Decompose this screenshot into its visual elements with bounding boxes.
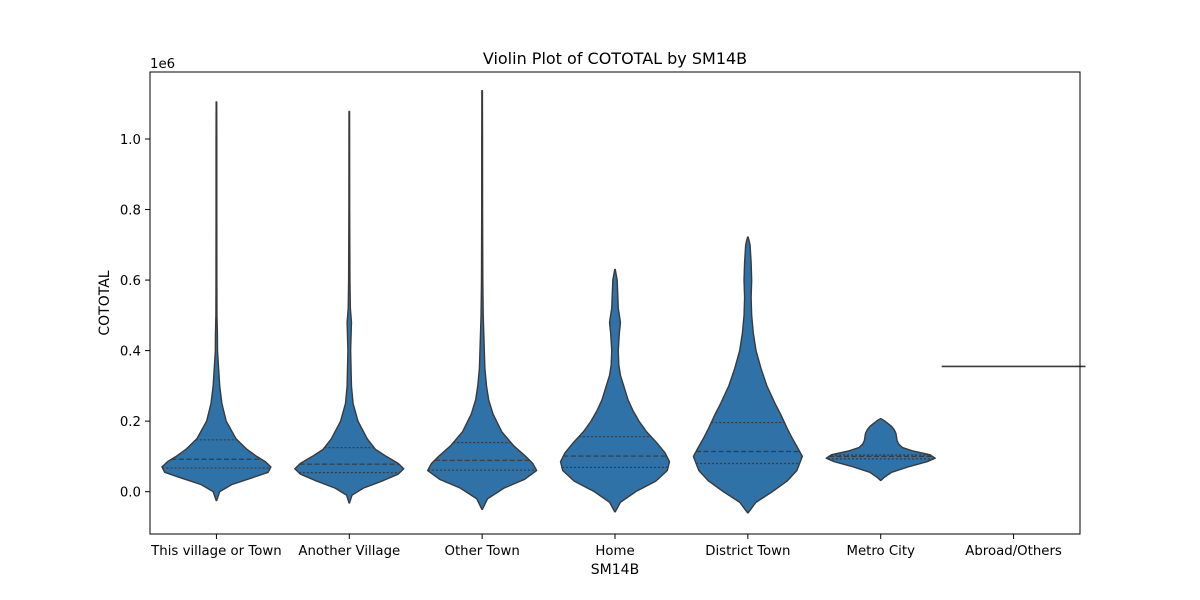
x-tick-label: Abroad/Others [965, 544, 1062, 559]
violin-body [692, 236, 804, 514]
violin-body [559, 268, 671, 513]
y-tick-label: 0.8 [120, 204, 141, 219]
y-axis-label: COTOTAL [97, 270, 113, 335]
violin-body [294, 110, 405, 504]
violin-body [426, 89, 538, 511]
x-ticks-group: This village or Town Another Village Other… [150, 534, 1062, 559]
y-tick-label: 0.0 [120, 486, 141, 501]
y-tick-label: 0.4 [120, 345, 141, 360]
y-ticks-group: 0.0 0.2 0.4 0.6 0.8 1.0 [120, 133, 150, 501]
x-tick-label: District Town [705, 544, 790, 559]
y-tick-label: 1.0 [120, 133, 141, 148]
violin-body [161, 101, 272, 502]
x-axis-label: SM14B [591, 562, 639, 578]
violin-body [825, 417, 936, 482]
x-tick-label: Another Village [298, 544, 400, 559]
x-tick-label: Other Town [444, 544, 519, 559]
y-tick-label: 0.2 [120, 415, 141, 430]
x-tick-label: Metro City [846, 544, 915, 559]
violins-group [161, 89, 1086, 514]
y-scale-offset-label: 1e6 [150, 57, 175, 72]
x-tick-label: This village or Town [150, 544, 281, 559]
chart-title: Violin Plot of COTOTAL by SM14B [483, 49, 747, 68]
plot-frame [149, 71, 1081, 535]
x-tick-label: Home [595, 544, 634, 559]
y-tick-label: 0.6 [120, 274, 141, 289]
